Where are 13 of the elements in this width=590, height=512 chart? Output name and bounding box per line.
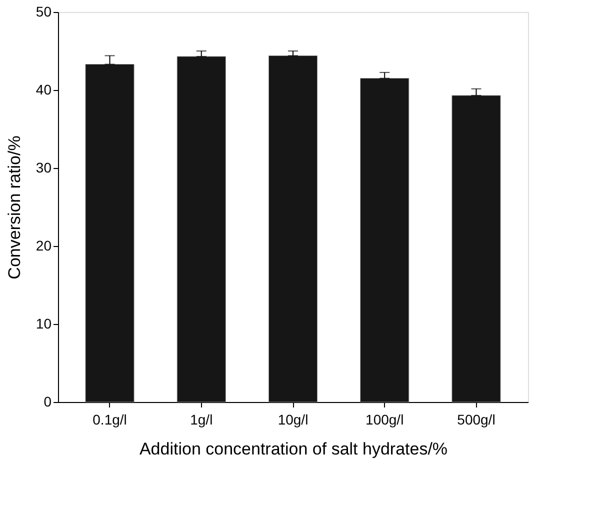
y-tick-label: 30 [36,160,52,176]
x-axis-title: Addition concentration of salt hydrates/% [139,440,448,458]
x-tick-label: 1g/l [190,412,213,428]
x-tick-label: 100g/l [366,412,404,428]
y-tick-label: 40 [36,82,52,98]
y-tick-label: 20 [36,238,52,254]
x-tick-label: 0.1g/l [92,412,127,428]
y-tick-label: 0 [44,394,52,410]
y-axis-title: Conversion ratio/% [4,136,24,280]
y-tick-label: 10 [36,316,52,332]
x-tick-label: 10g/l [278,412,308,428]
y-tick-label: 50 [36,4,52,20]
x-tick-label: 500g/l [457,412,496,428]
